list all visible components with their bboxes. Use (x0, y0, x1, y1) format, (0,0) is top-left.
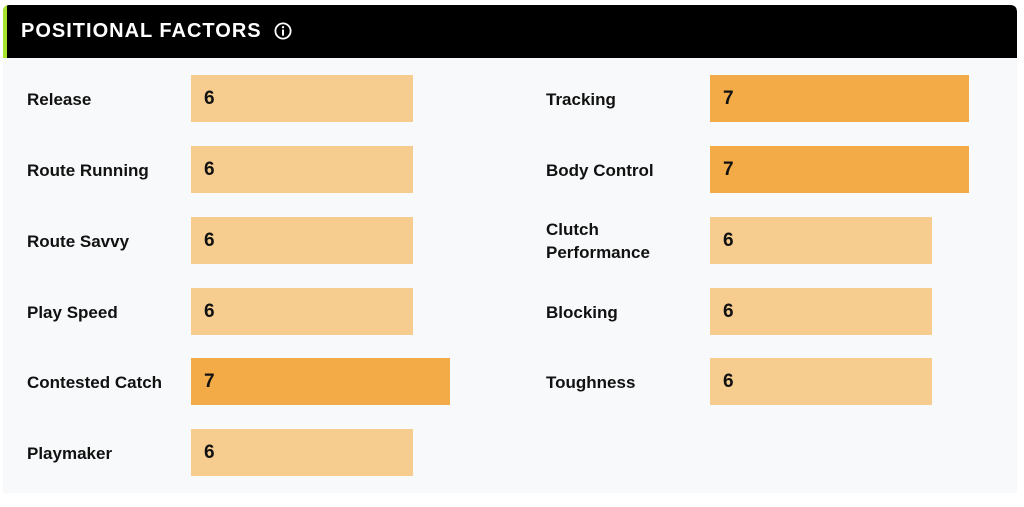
factor-label-route-running: Route Running (27, 161, 149, 180)
card-header: POSITIONAL FACTORS (3, 5, 1017, 58)
factor-value-body-control: 7 (723, 159, 734, 180)
factor-bar-play-speed: 6 (191, 288, 413, 335)
header-accent-bar (3, 5, 7, 58)
factor-bar-toughness: 6 (710, 358, 932, 405)
factor-label-play-speed: Play Speed (27, 303, 118, 322)
factor-bar-playmaker: 6 (191, 429, 413, 476)
factor-value-tracking: 7 (723, 88, 734, 109)
positional-factors-card: POSITIONAL FACTORS Release 6 Route Runni… (3, 5, 1017, 493)
factor-bar-contested-catch: 7 (191, 358, 450, 405)
factor-bar-body-control: 7 (710, 146, 969, 193)
factor-label-release: Release (27, 90, 92, 109)
factor-value-clutch-performance: 6 (723, 230, 734, 251)
factor-label-blocking: Blocking (546, 303, 618, 322)
factor-bar-tracking: 7 (710, 75, 969, 122)
factor-label-playmaker: Playmaker (27, 444, 113, 463)
factor-value-play-speed: 6 (204, 301, 215, 322)
factor-value-blocking: 6 (723, 301, 734, 322)
factor-value-contested-catch: 7 (204, 371, 215, 392)
factor-label-tracking: Tracking (546, 90, 616, 109)
factor-value-route-running: 6 (204, 159, 215, 180)
info-circle-icon[interactable] (274, 22, 292, 40)
factor-label-clutch-performance: Clutch Performance (546, 220, 650, 262)
factor-value-playmaker: 6 (204, 442, 215, 463)
factor-bar-clutch-performance: 6 (710, 217, 932, 264)
factor-label-body-control: Body Control (546, 161, 654, 180)
factor-bar-route-running: 6 (191, 146, 413, 193)
factor-label-contested-catch: Contested Catch (27, 373, 163, 392)
factor-value-toughness: 6 (723, 371, 734, 392)
factor-value-route-savvy: 6 (204, 230, 215, 251)
factor-label-route-savvy: Route Savvy (27, 232, 130, 251)
factor-bar-release: 6 (191, 75, 413, 122)
factor-value-release: 6 (204, 88, 215, 109)
factor-label-toughness: Toughness (546, 373, 636, 392)
factor-bar-blocking: 6 (710, 288, 932, 335)
card-title: POSITIONAL FACTORS (21, 20, 262, 42)
factor-bar-route-savvy: 6 (191, 217, 413, 264)
